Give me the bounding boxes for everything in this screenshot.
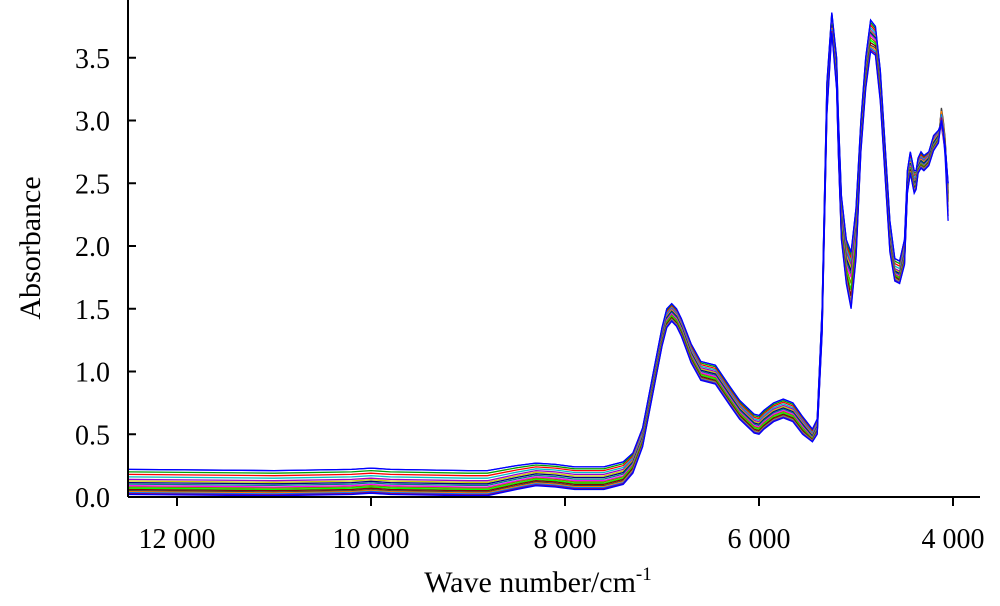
x-axis-title-superscript: -1 [636, 564, 652, 585]
spectrum-line [128, 23, 949, 489]
x-tick-label: 8 000 [534, 524, 597, 555]
spectrum-line [128, 22, 949, 488]
spectrum-line [128, 32, 949, 497]
y-axis-ticks: 0.0 0.5 1.0 1.5 2.0 2.5 3.0 3.5 [75, 44, 136, 514]
y-tick-label: 3.0 [75, 107, 110, 138]
spectrum-line [128, 17, 949, 482]
spectrum-line [128, 25, 949, 492]
spectrum-line [128, 27, 949, 494]
y-tick-label: 2.5 [75, 169, 110, 200]
x-tick-label: 4 000 [922, 524, 985, 555]
spectra-lines [128, 12, 949, 497]
y-tick-label: 2.0 [75, 232, 110, 263]
y-tick-label: 0.0 [75, 483, 110, 514]
y-tick-label: 1.0 [75, 358, 110, 389]
x-axis-title: Wave number/cm-1 [424, 564, 652, 599]
spectrum-line [128, 26, 949, 493]
spectrum-line [128, 18, 949, 483]
spectrum-line [128, 12, 949, 472]
x-axis-ticks: 12 000 10 000 8 000 6 000 4 000 [139, 497, 985, 555]
x-tick-label: 6 000 [728, 524, 791, 555]
spectrum-line [128, 15, 949, 477]
spectrum-line [128, 12, 949, 472]
y-axis-title: Absorbance [14, 176, 47, 319]
spectrum-line [128, 13, 949, 474]
y-tick-label: 3.5 [75, 44, 110, 75]
y-tick-label: 0.5 [75, 420, 110, 451]
x-axis-title-text: Wave number/cm [424, 566, 636, 599]
y-tick-label: 1.5 [75, 295, 110, 326]
spectrum-line [128, 16, 949, 479]
spectrum-line [128, 31, 949, 496]
x-tick-label: 12 000 [139, 524, 216, 555]
spectrum-line [128, 21, 949, 487]
spectrum-line [128, 20, 949, 485]
spectrum-line [128, 29, 949, 495]
spectrum-line [128, 24, 949, 491]
x-tick-label: 10 000 [333, 524, 410, 555]
